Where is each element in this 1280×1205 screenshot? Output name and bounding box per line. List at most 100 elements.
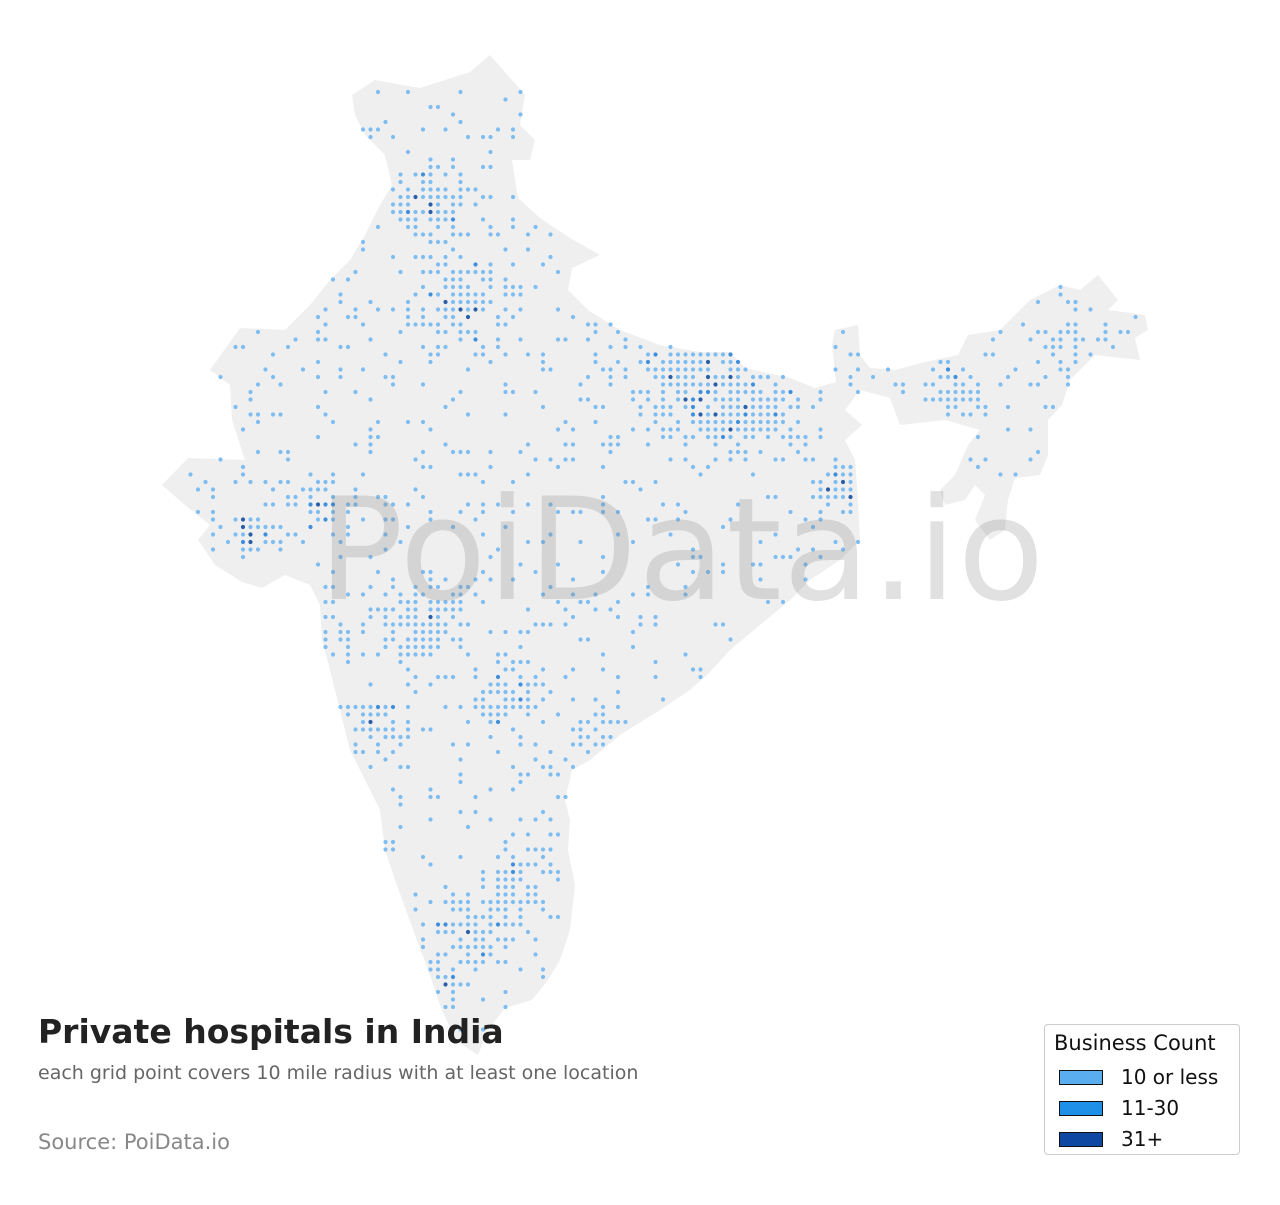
grid-point bbox=[525, 884, 531, 890]
grid-point bbox=[405, 667, 411, 672]
grid-point bbox=[383, 352, 388, 357]
grid-point bbox=[218, 524, 223, 530]
grid-point bbox=[765, 599, 771, 605]
grid-point bbox=[360, 472, 366, 477]
grid-point bbox=[488, 929, 493, 935]
grid-point bbox=[458, 592, 463, 597]
grid-point bbox=[465, 367, 471, 372]
grid-point bbox=[413, 614, 418, 620]
grid-point bbox=[563, 607, 568, 612]
grid-point bbox=[375, 494, 381, 500]
grid-point bbox=[855, 539, 861, 545]
grid-point bbox=[473, 967, 478, 972]
grid-point bbox=[735, 397, 741, 402]
grid-point bbox=[428, 322, 433, 327]
grid-point bbox=[585, 734, 591, 740]
grid-point bbox=[435, 622, 441, 627]
grid-point bbox=[848, 352, 853, 357]
grid-point bbox=[435, 262, 441, 267]
grid-point bbox=[735, 359, 741, 365]
grid-point bbox=[420, 629, 426, 635]
grid-point bbox=[435, 352, 441, 357]
grid-point bbox=[848, 464, 853, 470]
grid-point bbox=[773, 419, 778, 425]
grid-point bbox=[690, 434, 696, 440]
grid-point bbox=[593, 742, 598, 747]
grid-point bbox=[503, 847, 508, 852]
grid-point bbox=[345, 592, 351, 597]
grid-point bbox=[570, 314, 576, 320]
grid-point bbox=[795, 419, 801, 425]
grid-point bbox=[615, 674, 621, 680]
grid-point bbox=[930, 397, 936, 402]
grid-point bbox=[360, 322, 366, 327]
grid-point bbox=[668, 344, 673, 350]
grid-point bbox=[720, 359, 726, 365]
grid-point bbox=[630, 397, 636, 402]
grid-point bbox=[488, 704, 493, 710]
grid-point bbox=[210, 547, 216, 552]
grid-point bbox=[533, 457, 538, 462]
grid-point bbox=[390, 637, 396, 642]
grid-point bbox=[450, 307, 456, 312]
map-subtitle: each grid point covers 10 mile radius wi… bbox=[38, 1062, 639, 1084]
grid-point bbox=[540, 967, 546, 972]
grid-point bbox=[360, 127, 366, 132]
grid-point bbox=[960, 382, 966, 387]
grid-point bbox=[698, 352, 703, 357]
grid-point bbox=[405, 764, 411, 770]
grid-point bbox=[1020, 322, 1026, 327]
grid-point bbox=[390, 584, 396, 590]
grid-point bbox=[330, 277, 336, 282]
grid-point bbox=[1043, 404, 1048, 410]
grid-point bbox=[923, 397, 928, 402]
legend-title: Business Count bbox=[1054, 1031, 1216, 1055]
grid-point bbox=[773, 554, 778, 560]
grid-point bbox=[323, 644, 328, 650]
grid-point bbox=[308, 487, 313, 492]
grid-point bbox=[600, 494, 606, 500]
grid-point bbox=[1035, 449, 1041, 455]
grid-point bbox=[810, 479, 816, 485]
grid-point bbox=[210, 494, 216, 500]
grid-point bbox=[593, 404, 598, 410]
grid-point bbox=[645, 352, 651, 357]
grid-point bbox=[930, 382, 936, 387]
grid-point bbox=[435, 104, 441, 110]
grid-point bbox=[803, 442, 808, 447]
grid-point bbox=[675, 427, 681, 432]
grid-point bbox=[435, 629, 441, 635]
grid-point bbox=[473, 794, 478, 800]
grid-point bbox=[398, 329, 403, 335]
grid-point bbox=[323, 599, 328, 605]
grid-point bbox=[450, 944, 456, 950]
grid-point bbox=[840, 472, 846, 477]
grid-point bbox=[420, 284, 426, 290]
grid-point bbox=[750, 419, 756, 425]
grid-point bbox=[450, 674, 456, 680]
grid-point bbox=[390, 382, 396, 387]
grid-point bbox=[675, 352, 681, 357]
grid-point bbox=[465, 232, 471, 237]
grid-point bbox=[413, 599, 418, 605]
grid-point bbox=[773, 404, 778, 410]
grid-point bbox=[803, 562, 808, 567]
grid-point bbox=[510, 667, 516, 672]
grid-point bbox=[465, 307, 471, 312]
grid-point bbox=[548, 772, 553, 777]
grid-point bbox=[555, 599, 561, 605]
grid-point bbox=[405, 202, 411, 207]
grid-point bbox=[480, 944, 486, 950]
grid-point bbox=[420, 494, 426, 500]
grid-point bbox=[428, 637, 433, 642]
grid-point bbox=[578, 382, 583, 387]
grid-point bbox=[503, 322, 508, 327]
grid-point bbox=[473, 337, 478, 342]
grid-point bbox=[735, 449, 741, 455]
grid-point bbox=[450, 217, 456, 222]
grid-point bbox=[420, 637, 426, 642]
grid-point bbox=[795, 434, 801, 440]
grid-point bbox=[788, 404, 793, 410]
grid-point bbox=[705, 464, 711, 470]
grid-point bbox=[503, 884, 508, 890]
